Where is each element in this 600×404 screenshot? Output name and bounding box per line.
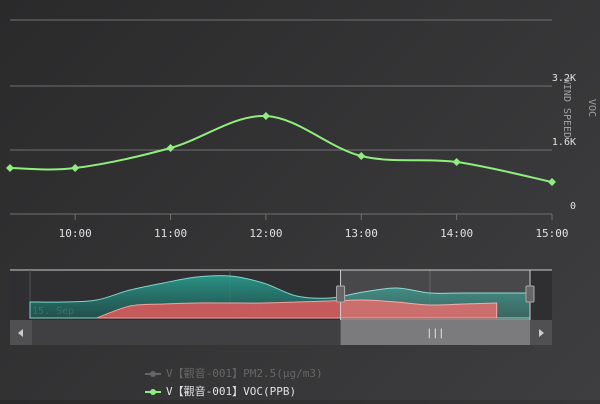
legend-symbol-marker — [150, 371, 156, 377]
point-marker — [548, 178, 556, 186]
y-tick-label: 3.2K — [552, 73, 576, 84]
legend-symbol-marker — [150, 389, 156, 395]
point-marker — [6, 164, 14, 172]
legend-label[interactable]: V【觀音-001】VOC(PPB) — [166, 384, 296, 398]
scrollbar-grip: ||| — [426, 328, 444, 339]
navigator-selection — [340, 269, 531, 321]
x-tick-label: 10:00 — [59, 227, 92, 240]
scrollbar-thumb[interactable] — [340, 320, 530, 345]
navigator-area — [96, 299, 498, 319]
point-marker — [166, 144, 175, 152]
navigator-handle[interactable] — [336, 285, 346, 303]
scroll-right-arrow — [539, 329, 544, 337]
point-marker — [71, 164, 80, 172]
y-tick-label: 0 — [570, 201, 576, 212]
scroll-left-arrow — [18, 329, 23, 337]
x-tick-label: 15:00 — [535, 227, 568, 240]
point-marker — [357, 152, 366, 160]
y-axis-title: WIND SPEED — [561, 78, 572, 138]
x-tick-label: 13:00 — [345, 227, 378, 240]
x-tick-label: 12:00 — [249, 227, 282, 240]
y-tick-label: 1.6K — [552, 137, 576, 148]
point-marker — [261, 112, 270, 120]
x-tick-label: 11:00 — [154, 227, 187, 240]
point-marker — [452, 158, 461, 166]
legend-label[interactable]: V【觀音-001】PM2.5(μg/m3) — [166, 366, 323, 380]
y-axis-title: VOC — [586, 99, 597, 117]
x-tick-label: 14:00 — [440, 227, 473, 240]
navigator-handle[interactable] — [525, 285, 535, 303]
series-line — [9, 114, 553, 183]
